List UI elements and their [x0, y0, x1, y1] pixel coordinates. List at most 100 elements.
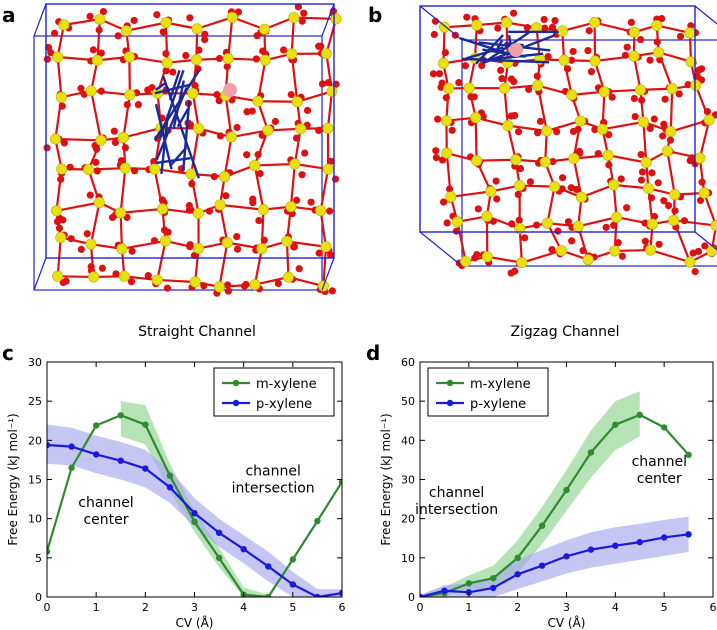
silicon-atom — [55, 232, 67, 244]
oxygen-atom — [438, 156, 447, 164]
oxygen-atom — [637, 176, 646, 184]
silicon-atom — [187, 87, 199, 99]
xylene-bond — [507, 35, 512, 44]
cell-box-edge — [694, 5, 717, 25]
oxygen-atom — [249, 195, 257, 203]
bond — [487, 255, 523, 264]
x-axis-label: CV (Å) — [548, 615, 586, 630]
oxygen-atom — [569, 47, 577, 56]
silicon-atom — [602, 149, 614, 161]
oxygen-atom — [474, 205, 482, 213]
oxygen-atom — [57, 175, 65, 183]
oxygen-atom — [47, 49, 55, 57]
oxygen-atom — [548, 23, 557, 31]
silicon-atom — [653, 46, 665, 58]
oxygen-atom — [437, 83, 445, 91]
silicon-atom — [661, 145, 673, 157]
error-band-p-xylene — [420, 516, 689, 597]
legend-box — [213, 367, 335, 417]
y-tick-label: 10 — [401, 552, 415, 565]
oxygen-atom — [533, 72, 541, 80]
silicon-atom — [193, 242, 205, 254]
silicon-atom — [437, 57, 449, 69]
oxygen-atom — [298, 17, 306, 25]
silicon-atom — [608, 179, 620, 191]
oxygen-atom — [121, 144, 129, 152]
oxygen-atom — [43, 55, 51, 63]
oxygen-atom — [661, 95, 669, 103]
silicon-atom — [252, 95, 264, 107]
oxygen-atom — [647, 194, 656, 202]
annotation-text: center — [83, 512, 128, 528]
x-axis-label: CV (Å) — [176, 615, 214, 630]
oxygen-atom — [497, 66, 505, 74]
zeolite-structure-zigzag-image — [419, 5, 717, 277]
y-tick-label: 10 — [28, 513, 42, 526]
bond — [546, 119, 581, 132]
silicon-atom — [159, 235, 171, 247]
oxygen-atom — [62, 277, 70, 285]
y-tick-label: 60 — [401, 356, 415, 369]
oxygen-atom — [117, 157, 125, 165]
silicon-atom — [193, 207, 205, 219]
x-tick-label: 4 — [240, 601, 247, 614]
oxygen-atom — [563, 65, 572, 73]
data-point-p-xylene — [191, 509, 198, 517]
silicon-atom — [481, 210, 493, 222]
bond — [231, 16, 265, 31]
oxygen-atom — [614, 239, 622, 247]
oxygen-atom — [650, 115, 658, 123]
bond — [474, 117, 478, 161]
oxygen-atom — [77, 84, 85, 93]
data-point-p-xylene — [514, 571, 521, 578]
oxygen-atom — [441, 48, 449, 57]
legend-label: p-xylene — [470, 397, 526, 412]
data-point-p-xylene — [314, 593, 321, 597]
bond — [658, 51, 692, 63]
data-point-m-xylene — [142, 421, 149, 428]
oxygen-atom — [50, 29, 59, 37]
data-point-p-xylene — [338, 589, 342, 597]
silicon-atom — [330, 13, 342, 25]
bond — [157, 278, 196, 284]
oxygen-atom — [605, 131, 613, 139]
bond — [562, 21, 595, 33]
silicon-atom — [698, 187, 710, 199]
oxygen-atom — [703, 108, 711, 116]
annotation-text: center — [637, 471, 682, 487]
oxygen-atom — [675, 90, 683, 98]
data-point-m-xylene — [92, 422, 100, 429]
bond — [286, 240, 327, 248]
bond — [119, 212, 124, 249]
silicon-atom — [516, 257, 528, 269]
silicon-atom — [582, 254, 594, 266]
oxygen-atom — [507, 75, 516, 83]
y-tick-label: 50 — [401, 395, 415, 408]
oxygen-atom — [574, 125, 582, 133]
silicon-atom — [471, 155, 483, 167]
y-tick-label: 5 — [35, 552, 42, 565]
silicon-atom — [501, 17, 513, 29]
x-tick-label: 5 — [289, 601, 296, 614]
silicon-atom — [52, 270, 64, 282]
oxygen-atom — [290, 243, 298, 251]
data-point-m-xylene — [685, 451, 692, 459]
bond — [119, 168, 127, 213]
silicon-atom — [541, 125, 553, 137]
silicon-atom — [249, 279, 261, 291]
oxygen-atom — [650, 212, 659, 221]
bond — [231, 129, 269, 139]
data-point-p-xylene — [240, 546, 247, 553]
x-tick-label: 1 — [93, 601, 100, 614]
x-tick-label: 1 — [465, 601, 472, 614]
oxygen-atom — [637, 150, 645, 159]
bond — [191, 93, 200, 129]
oxygen-atom — [492, 177, 500, 185]
silicon-atom — [445, 191, 457, 203]
oxygen-atom — [55, 214, 64, 222]
silicon-atom — [470, 112, 482, 124]
bond — [326, 91, 334, 129]
oxygen-atom — [215, 97, 223, 105]
data-point-p-xylene — [420, 593, 424, 597]
data-point-m-xylene — [538, 522, 546, 529]
